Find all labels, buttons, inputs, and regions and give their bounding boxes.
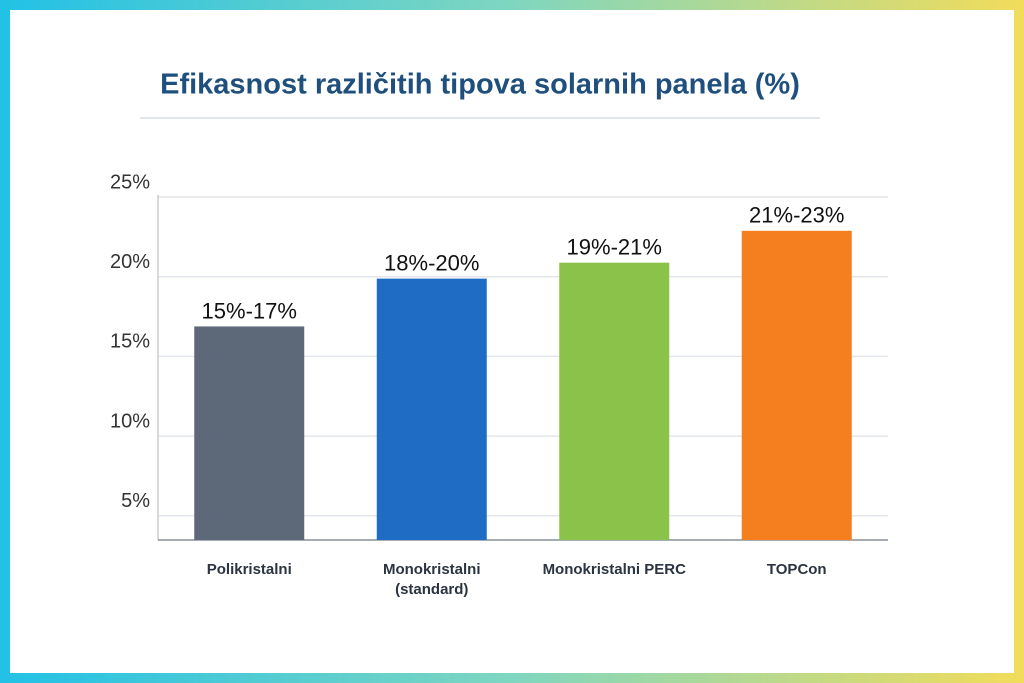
y-tick-label: 15% [110,331,150,353]
x-tick-label: Polikristalni [206,561,292,578]
chart-title: Efikasnost različitih tipova solarnih pa… [160,69,800,101]
y-tick-label: 20% [110,251,150,273]
value-label: 19%-21% [567,235,662,260]
y-tick-label: 10% [110,410,150,432]
bar [559,262,670,540]
bar [741,230,852,540]
value-label: 18%-20% [384,250,479,275]
bar [194,326,305,540]
y-tick-label: 25% [110,171,150,193]
x-tick-label: Monokristalni (standard) [382,561,481,598]
x-tick-label: Monokristalni PERC [542,561,686,578]
x-tick-label: TOPCon [766,561,827,578]
y-tick-label: 5% [121,490,150,512]
value-label: 21%-23% [749,203,844,228]
value-label: 15%-17% [202,298,297,323]
bar [376,278,487,540]
